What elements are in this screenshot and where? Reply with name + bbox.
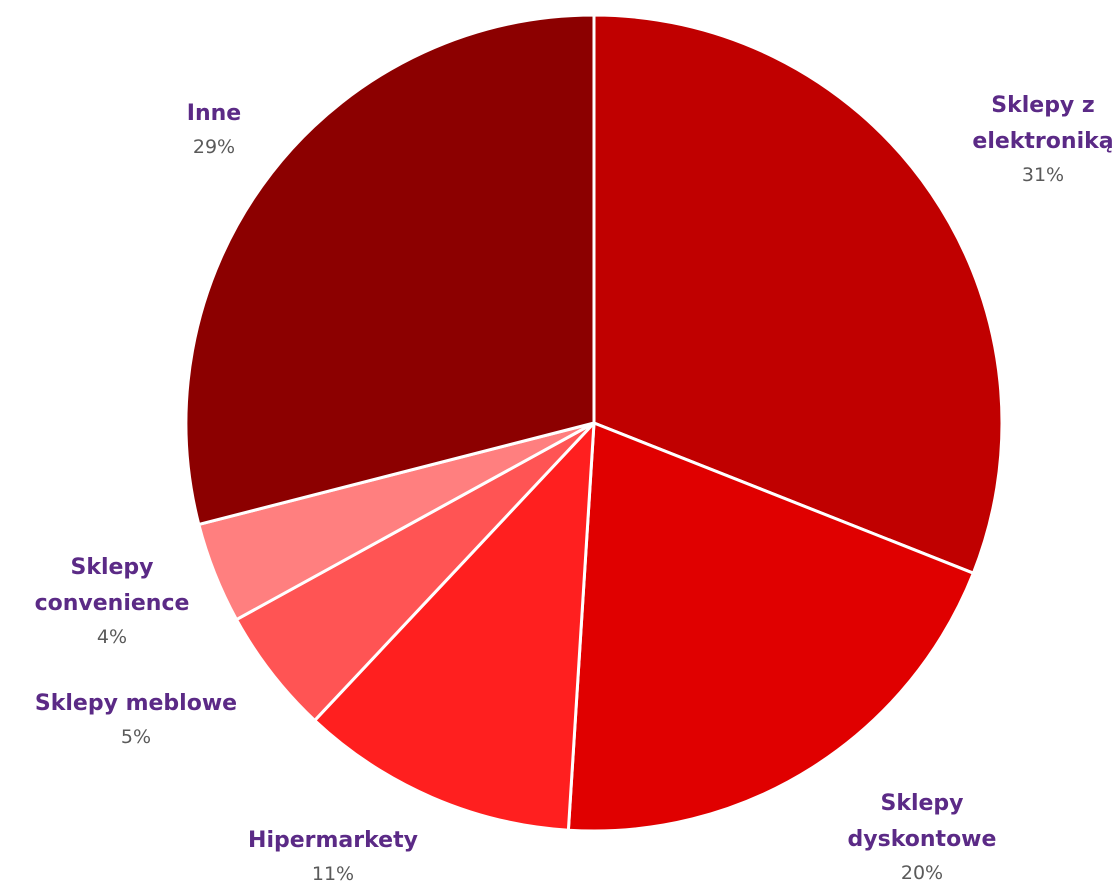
slice-label: Sklepy convenience 4% bbox=[35, 555, 190, 648]
slice-category-label: Sklepy z bbox=[991, 93, 1095, 118]
pie-slice bbox=[592, 13, 1004, 575]
slice-value-label: 4% bbox=[97, 626, 127, 648]
pie-slices bbox=[184, 13, 1004, 833]
slice-value-label: 20% bbox=[901, 862, 943, 884]
slice-label: Hipermarkety 11% bbox=[248, 828, 418, 885]
slice-category-label: dyskontowe bbox=[848, 827, 997, 852]
pie-labels: Sklepy z elektroniką 31% Sklepy dyskontowe 20… bbox=[35, 93, 1114, 885]
slice-category-label: convenience bbox=[35, 591, 190, 616]
pie-slice bbox=[566, 421, 975, 833]
slice-value-label: 11% bbox=[312, 863, 354, 885]
slice-value-label: 5% bbox=[121, 726, 151, 748]
slice-value-label: 31% bbox=[1022, 164, 1064, 186]
slice-category-label: Sklepy bbox=[880, 791, 963, 816]
slice-label: Sklepy dyskontowe 20% bbox=[848, 791, 997, 884]
slice-value-label: 29% bbox=[193, 136, 235, 158]
slice-category-label: elektroniką bbox=[972, 129, 1113, 154]
slice-label: Sklepy z elektroniką 31% bbox=[972, 93, 1113, 186]
slice-category-label: Sklepy bbox=[70, 555, 153, 580]
slice-label: Inne 29% bbox=[187, 101, 241, 158]
slice-category-label: Sklepy meblowe bbox=[35, 691, 237, 716]
slice-label: Sklepy meblowe 5% bbox=[35, 691, 237, 748]
pie-slice bbox=[184, 13, 596, 526]
slice-category-label: Inne bbox=[187, 101, 241, 126]
pie-slice bbox=[313, 421, 596, 832]
slice-category-label: Hipermarkety bbox=[248, 828, 418, 853]
